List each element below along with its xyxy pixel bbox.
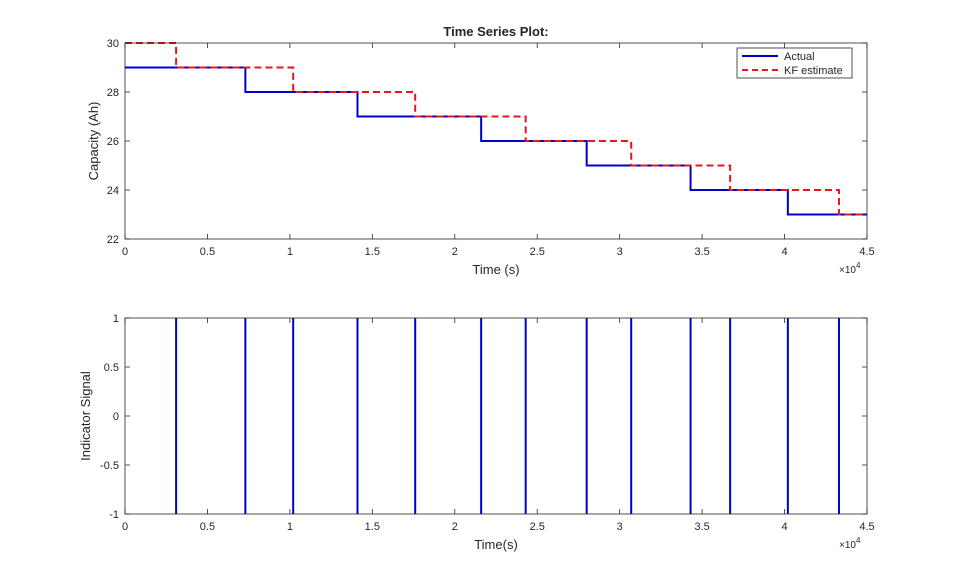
indicator-x-tick-label: 2.5	[530, 521, 545, 533]
indicator-x-tick-label: 4	[781, 521, 787, 533]
indicator-x-tick-label: 3	[617, 521, 623, 533]
capacity-y-tick-label: 26	[107, 136, 119, 148]
capacity-x-tick-label: 3.5	[694, 246, 709, 258]
indicator-x-tick-label: 4.5	[859, 521, 874, 533]
indicator-x-exponent: ×104	[839, 536, 861, 551]
indicator-x-axis-label: Time(s)	[474, 537, 518, 552]
indicator-axes: 0 0.5 1 1.5 2 2.5 3 3.5 4 4.5 -1 -0.5 0 0.5 1 Time(s)…	[78, 313, 875, 552]
capacity-x-tick-label: 0	[122, 246, 128, 258]
capacity-chart-title: Time Series Plot:	[443, 24, 548, 39]
indicator-y-tick-label: -1	[109, 509, 119, 521]
capacity-x-tick-label: 2	[452, 246, 458, 258]
capacity-y-axis-label: Capacity (Ah)	[86, 102, 101, 181]
indicator-x-tick-label: 0	[122, 521, 128, 533]
capacity-x-tick-label: 4	[781, 246, 787, 258]
capacity-x-exponent: ×104	[839, 261, 861, 276]
capacity-series-group	[125, 42, 867, 216]
indicator-x-tick-label: 1	[287, 521, 293, 533]
legend-box	[736, 47, 853, 79]
capacity-x-tick-label: 3	[617, 246, 623, 258]
indicator-y-ticks: -1 -0.5 0 0.5 1	[100, 313, 867, 521]
indicator-y-tick-label: -0.5	[100, 460, 119, 472]
indicator-y-tick-label: 0	[113, 411, 119, 423]
capacity-x-tick-label: 1	[287, 246, 293, 258]
capacity-y-ticks: 22 24 26 28 30	[107, 38, 867, 246]
capacity-x-tick-label: 2.5	[530, 246, 545, 258]
indicator-x-exponent-power: 4	[856, 536, 861, 545]
indicator-y-axis-label: Indicator Signal	[78, 371, 93, 461]
indicator-x-tick-label: 2	[452, 521, 458, 533]
capacity-x-ticks: 0 0.5 1 1.5 2 2.5 3 3.5 4 4.5	[122, 43, 875, 258]
capacity-y-tick-label: 24	[107, 185, 119, 197]
indicator-series-line	[175, 318, 840, 514]
legend-label-kf-estimate: KF estimate	[784, 65, 843, 77]
capacity-x-axis-label: Time (s)	[472, 262, 519, 277]
indicator-x-ticks: 0 0.5 1 1.5 2 2.5 3 3.5 4 4.5	[122, 318, 875, 533]
capacity-legend: Actual KF estimate	[736, 47, 853, 79]
indicator-x-tick-label: 0.5	[200, 521, 215, 533]
capacity-y-tick-label: 28	[107, 87, 119, 99]
indicator-x-tick-label: 3.5	[694, 521, 709, 533]
capacity-y-tick-label: 22	[107, 234, 119, 246]
capacity-x-tick-label: 1.5	[365, 246, 380, 258]
capacity-axes: 0 0.5 1 1.5 2 2.5 3 3.5 4 4.5 22 24 26 28 30 Time Ser…	[86, 24, 875, 277]
legend-label-actual: Actual	[784, 51, 815, 63]
capacity-x-exponent-power: 4	[856, 261, 861, 270]
indicator-x-tick-label: 1.5	[365, 521, 380, 533]
capacity-x-tick-label: 4.5	[859, 246, 874, 258]
indicator-y-tick-label: 1	[113, 313, 119, 325]
capacity-x-exponent-base: ×10	[839, 265, 856, 276]
indicator-x-exponent-base: ×10	[839, 540, 856, 551]
indicator-y-tick-label: 0.5	[104, 362, 119, 374]
capacity-y-tick-label: 30	[107, 38, 119, 50]
indicator-series-group	[175, 318, 840, 514]
capacity-x-tick-label: 0.5	[200, 246, 215, 258]
indicator-plot-area	[125, 318, 867, 514]
kf-estimate-series-line	[125, 42, 867, 216]
